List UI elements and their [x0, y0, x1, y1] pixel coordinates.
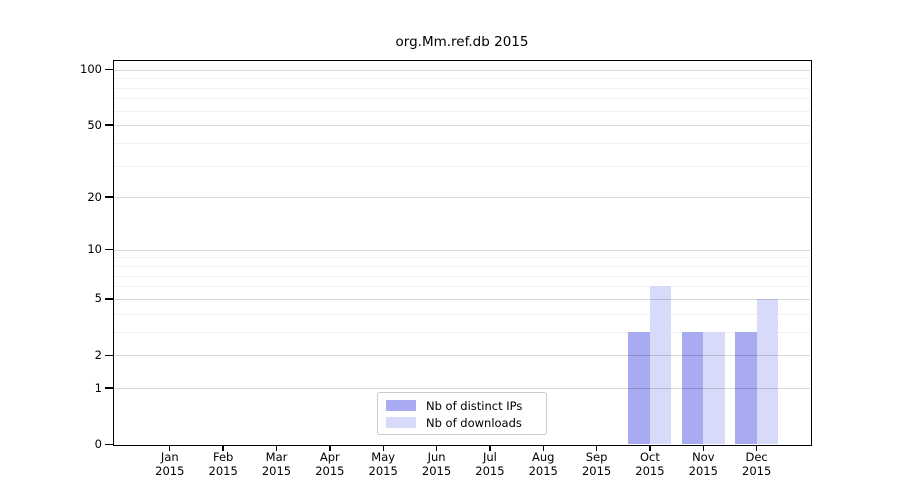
gridline-minor — [114, 87, 810, 89]
gridline-major — [114, 249, 810, 251]
bar-downloads-oct — [649, 286, 672, 445]
x-tick-year: 2015 — [208, 463, 238, 478]
x-tick-month: Jul — [482, 450, 497, 464]
y-tick-label: 20 — [87, 189, 102, 204]
gridline-minor — [114, 266, 810, 268]
x-tick-year: 2015 — [475, 463, 505, 478]
y-axis-tick — [105, 387, 113, 389]
legend-swatch-downloads — [386, 417, 416, 428]
x-tick-label: Oct 2015 — [622, 450, 678, 478]
gridline-minor — [114, 110, 810, 112]
y-axis-tick — [105, 298, 113, 300]
gridline-major — [114, 125, 810, 127]
x-tick-month: Apr — [319, 450, 340, 464]
x-tick-label: Apr 2015 — [302, 450, 358, 478]
chart-title: org.Mm.ref.db 2015 — [395, 34, 529, 50]
bar-distinct-ips-nov — [681, 331, 704, 445]
x-axis-tick — [702, 446, 704, 451]
x-tick-label: Nov 2015 — [675, 450, 731, 478]
x-axis-tick — [275, 446, 278, 451]
x-tick-year: 2015 — [742, 463, 772, 478]
bar-distinct-ips-dec — [735, 331, 757, 445]
y-axis-tick — [105, 124, 113, 126]
x-axis-tick — [489, 446, 491, 451]
x-axis-tick — [595, 446, 598, 451]
gridline-minor — [114, 165, 810, 167]
gridline-minor — [114, 257, 810, 259]
x-axis-tick — [169, 446, 171, 451]
x-tick-label: May 2015 — [355, 450, 411, 478]
x-tick-label: Jul 2015 — [462, 450, 518, 478]
x-tick-month: Mar — [265, 450, 288, 464]
x-axis-tick — [382, 446, 384, 451]
x-tick-month: Dec — [745, 450, 768, 464]
x-tick-year: 2015 — [528, 463, 558, 478]
gridline-minor — [114, 142, 810, 144]
y-axis-tick — [105, 68, 113, 71]
bar-downloads-dec — [756, 298, 779, 445]
y-axis-tick — [105, 196, 113, 198]
x-tick-year: 2015 — [635, 463, 665, 478]
legend-label-distinct-ips: Nb of distinct IPs — [426, 398, 523, 413]
y-axis-tick — [105, 443, 113, 446]
x-tick-year: 2015 — [688, 463, 718, 478]
gridline-major — [114, 388, 810, 390]
x-tick-month: Nov — [692, 450, 715, 464]
x-axis-tick — [755, 446, 758, 451]
y-tick-label: 50 — [87, 117, 102, 132]
y-tick-label: 10 — [87, 242, 102, 257]
x-tick-year: 2015 — [581, 463, 612, 478]
y-tick-label: 2 — [94, 347, 102, 362]
gridline-major — [114, 298, 810, 300]
y-axis-tick — [105, 354, 113, 356]
x-tick-month: Oct — [639, 450, 660, 464]
x-tick-month: May — [371, 450, 396, 464]
legend: Nb of distinct IPs Nb of downloads — [377, 392, 547, 435]
gridline-minor — [114, 313, 810, 315]
gridline-major — [114, 69, 810, 71]
bar-distinct-ips-oct — [628, 331, 650, 445]
y-axis-tick — [105, 249, 113, 251]
y-tick-label: 0 — [94, 437, 102, 451]
x-tick-month: Sep — [585, 450, 608, 464]
gridline-minor — [114, 78, 810, 80]
x-tick-label: Jun 2015 — [409, 450, 465, 478]
x-tick-label: Dec 2015 — [729, 450, 785, 478]
y-tick-label: 1 — [94, 380, 102, 395]
x-tick-year: 2015 — [421, 463, 452, 478]
x-tick-label: Aug 2015 — [515, 450, 571, 478]
gridline-minor — [114, 275, 810, 277]
x-axis-tick — [435, 446, 438, 451]
x-axis-tick — [542, 446, 544, 451]
x-axis-tick — [649, 446, 651, 451]
x-tick-label: Mar 2015 — [249, 450, 305, 478]
x-tick-year: 2015 — [261, 463, 292, 478]
x-tick-month: Jun — [427, 450, 446, 464]
x-axis-tick — [329, 446, 331, 451]
x-tick-year: 2015 — [368, 463, 398, 478]
x-tick-year: 2015 — [315, 463, 345, 478]
gridline-major — [114, 355, 810, 357]
x-tick-label: Feb 2015 — [195, 450, 251, 478]
y-tick-label: 5 — [94, 291, 102, 306]
legend-row-downloads: Nb of downloads — [386, 415, 538, 430]
x-axis-tick — [222, 446, 224, 451]
x-tick-month: Aug — [532, 450, 555, 464]
legend-label-downloads: Nb of downloads — [426, 415, 522, 430]
x-tick-month: Feb — [212, 450, 234, 464]
bar-downloads-nov — [703, 331, 725, 445]
legend-row-distinct-ips: Nb of distinct IPs — [386, 398, 538, 413]
x-tick-month: Jan — [160, 450, 179, 464]
gridline-minor — [114, 98, 810, 100]
gridline-major — [114, 197, 810, 199]
y-tick-label: 100 — [80, 62, 102, 77]
gridline-minor — [114, 286, 810, 288]
x-tick-label: Jan 2015 — [142, 450, 198, 478]
x-tick-year: 2015 — [155, 463, 185, 478]
x-tick-label: Sep 2015 — [569, 450, 625, 478]
gridline-minor — [114, 331, 810, 333]
legend-swatch-distinct-ips — [386, 400, 416, 411]
